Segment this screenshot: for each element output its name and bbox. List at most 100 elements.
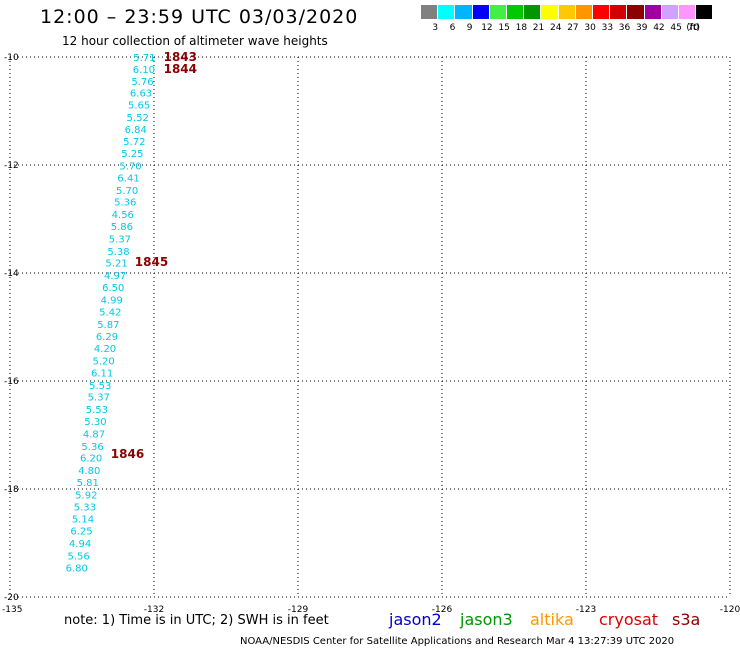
- legend-swatch: [507, 5, 525, 19]
- map-grid: [9, 56, 731, 598]
- swh-observations: 5.716.105.766.635.655.526.845.725.25 5.70…: [66, 53, 156, 574]
- swh-value: 5.33: [74, 502, 96, 513]
- swh-value: 4.97: [104, 271, 126, 282]
- legend-label: 45: [670, 23, 682, 33]
- legend-label: 24: [550, 23, 562, 33]
- legend-swatch: [541, 5, 559, 19]
- legend-unit: (ft): [686, 23, 700, 33]
- swh-value: 5.52: [127, 113, 149, 124]
- swh-value: 6.41: [117, 173, 139, 184]
- swh-value: 5.76: [131, 77, 153, 88]
- swh-value: 5.86: [111, 222, 133, 233]
- swh-value: 4.87: [83, 429, 105, 440]
- lat-tick-label: -12: [4, 161, 19, 171]
- swh-value: 4.94: [69, 539, 91, 550]
- page-title: 12:00 – 23:59 UTC 03/03/2020: [40, 6, 359, 28]
- legend-swatch: [627, 5, 645, 19]
- swh-value: 6.29: [96, 332, 118, 343]
- lon-tick-label: -135: [2, 605, 22, 615]
- swh-value: 5.70: [119, 162, 141, 173]
- legend-label: 12: [481, 23, 493, 33]
- swh-value: 5.81: [77, 478, 99, 489]
- legend-label: 39: [636, 23, 648, 33]
- swh-value: 6.80: [66, 563, 88, 574]
- swh-value: 5.21: [105, 259, 127, 270]
- satellite-cryosat: cryosat: [599, 610, 659, 629]
- swh-value: 5.37: [88, 393, 110, 404]
- lat-tick-label: -10: [4, 53, 19, 63]
- legend-label: 70: [687, 23, 700, 33]
- satellite-jason3: jason3: [460, 610, 513, 629]
- time-label: 1844: [164, 62, 197, 76]
- swh-value: 5.36: [81, 442, 103, 453]
- lon-tick-label: -132: [144, 605, 164, 615]
- swh-value: 5.92: [75, 490, 97, 501]
- footer-credit: NOAA/NESDIS Center for Satellite Applica…: [240, 636, 675, 647]
- swh-value: 4.20: [94, 344, 116, 355]
- swh-value: 5.53: [86, 405, 108, 416]
- legend-label: 18: [515, 23, 528, 33]
- swh-value: 5.25: [121, 149, 143, 160]
- swh-value: 5.70: [116, 186, 138, 197]
- swh-value: 5.14: [72, 515, 94, 526]
- lon-tick-label: -129: [288, 605, 309, 615]
- legend-label: 3: [432, 23, 439, 33]
- swh-value: 5.36: [114, 198, 136, 209]
- swh-value: 4.99: [101, 295, 123, 306]
- legend-swatch: [661, 5, 679, 19]
- lon-tick-label: -123: [576, 605, 596, 615]
- legend-label: 21: [532, 23, 545, 33]
- swh-value: 6.10: [133, 65, 155, 76]
- swh-value: 5.71: [133, 53, 155, 64]
- swh-value: 6.50: [102, 283, 124, 294]
- lat-tick-label: -16: [4, 377, 19, 387]
- lat-tick-label: -20: [4, 593, 19, 603]
- swh-value: 4.80: [78, 466, 100, 477]
- legend-swatch: [575, 5, 593, 19]
- swh-value: 6.20: [80, 454, 102, 465]
- swh-value: 5.20: [92, 356, 114, 367]
- legend-label: 9: [466, 23, 473, 33]
- legend-swatch: [438, 5, 456, 19]
- legend-label: 42: [653, 23, 665, 33]
- swh-value: 5.37: [109, 234, 131, 245]
- legend-label: 15: [498, 23, 510, 33]
- legend-swatch: [524, 5, 542, 19]
- time-label: 1846: [111, 447, 144, 461]
- legend-label: 30: [584, 23, 596, 33]
- legend-swatch: [558, 5, 576, 19]
- legend-label: 27: [567, 23, 579, 33]
- swh-value: 6.11: [91, 368, 113, 379]
- legend-swatch: [610, 5, 628, 19]
- legend-swatch: [455, 5, 473, 19]
- time-label: 1845: [135, 255, 168, 269]
- lat-tick-label: -18: [4, 485, 19, 495]
- legend-swatch: [489, 5, 507, 19]
- satellite-jason2: jason2: [389, 610, 442, 629]
- legend-swatch: [679, 5, 697, 19]
- swh-value: 5.72: [123, 137, 145, 148]
- swh-value: 5.53: [89, 381, 111, 392]
- legend-swatch: [593, 5, 611, 19]
- legend-label: 33: [601, 23, 614, 33]
- axis-tick-labels: -10 -12 -14 -16 -18 -20 -135 -132 -129 -126 -123 -1…: [2, 53, 740, 615]
- swh-value: 5.87: [97, 320, 119, 331]
- legend-label: 6: [449, 23, 456, 33]
- swh-value: 5.42: [99, 307, 121, 318]
- swh-value: 5.38: [107, 247, 129, 258]
- swh-value: 5.56: [68, 551, 90, 562]
- swh-value: 6.63: [130, 89, 152, 100]
- note-text: note: 1) Time is in UTC; 2) SWH is in fe…: [64, 613, 329, 628]
- swh-value: 4.56: [112, 210, 134, 221]
- lon-tick-label: -126: [432, 605, 453, 615]
- time-label: 1843: [164, 50, 197, 64]
- swh-value: 6.25: [70, 527, 92, 538]
- satellite-s3a: s3a: [672, 610, 701, 629]
- swh-value: 5.65: [128, 101, 150, 112]
- lon-tick-label: -120: [720, 605, 740, 615]
- lat-tick-label: -14: [4, 269, 19, 279]
- page-subtitle: 12 hour collection of altimeter wave hei…: [62, 34, 328, 48]
- satellite-altika: altika: [530, 610, 574, 629]
